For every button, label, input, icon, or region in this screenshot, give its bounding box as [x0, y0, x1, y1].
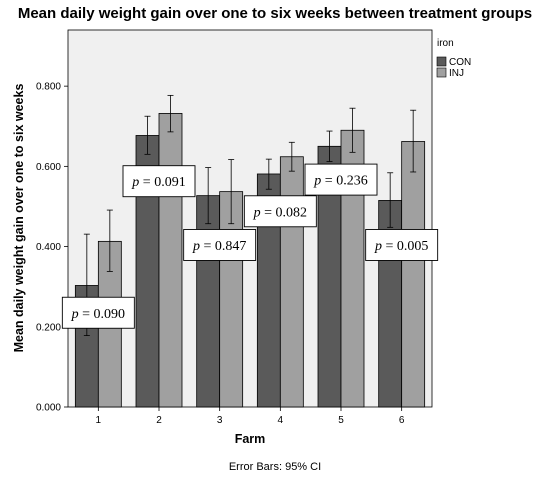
legend-label-con: CON	[449, 57, 471, 68]
error-bars-caption: Error Bars: 95% CI	[229, 461, 321, 473]
p-value-box	[61, 296, 135, 329]
p-value-box	[122, 165, 196, 198]
y-tick-label: 0.200	[36, 322, 61, 333]
chart-title: Mean daily weight gain over one to six w…	[18, 5, 532, 22]
error-bars-group	[83, 94, 417, 337]
x-axis-ticks: 1 2 3 4 5 6	[96, 407, 405, 426]
p-value-label: p = 0.082	[253, 205, 307, 220]
x-tick-label: 6	[399, 415, 405, 426]
y-tick-label: 0.600	[36, 162, 61, 173]
legend-swatch-con	[436, 56, 447, 67]
p-value-label: p = 0.236	[313, 174, 367, 189]
p-value-box	[365, 229, 439, 261]
p-value-label: p = 0.005	[374, 239, 428, 254]
y-tick-label: 0.400	[36, 242, 61, 253]
x-tick-label: 5	[338, 415, 344, 426]
legend: iron CON INJ	[436, 38, 471, 79]
bar-inj-farm-2	[158, 113, 183, 408]
p-value-label: p = 0.847	[192, 239, 246, 254]
legend-swatch-inj	[436, 67, 447, 78]
legend-title: iron	[437, 38, 454, 49]
x-tick-label: 1	[96, 415, 102, 426]
bar-con-farm-3	[196, 195, 221, 408]
x-tick-label: 3	[217, 415, 223, 426]
y-axis-ticks: 0.000 0.200 0.400 0.600 0.800	[36, 82, 68, 414]
x-tick-label: 2	[156, 415, 162, 426]
p-value-annotations: p = 0.090 p = 0.091 p = 0.847 p = 0.082 p = …	[61, 163, 439, 329]
p-value-box	[243, 195, 317, 228]
y-axis-label: Mean daily weight gain over one to six w…	[12, 84, 26, 353]
p-value-box	[304, 163, 378, 196]
legend-label-inj: INJ	[449, 68, 464, 79]
x-tick-label: 4	[278, 415, 284, 426]
bar-inj-farm-4	[279, 156, 304, 408]
bar-inj-farm-6	[401, 141, 426, 408]
x-axis-label: Farm	[235, 432, 266, 446]
p-value-label: p = 0.091	[131, 175, 185, 190]
y-tick-label: 0.000	[36, 403, 61, 414]
y-tick-label: 0.800	[36, 82, 61, 93]
p-value-label: p = 0.090	[71, 307, 125, 322]
p-value-box	[183, 229, 257, 261]
